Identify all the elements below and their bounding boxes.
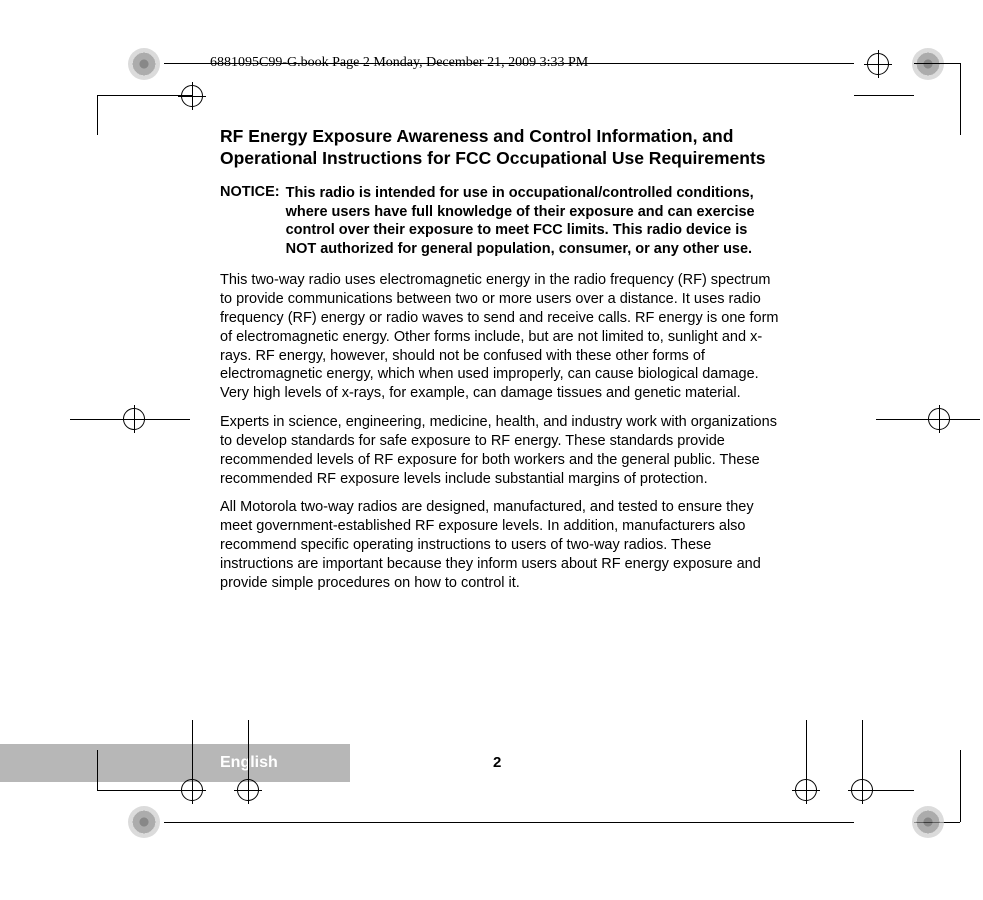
crop-line: [952, 419, 980, 420]
content-area: RF Energy Exposure Awareness and Control…: [220, 126, 781, 603]
registration-mark-icon: [848, 776, 876, 804]
registration-mark-icon: [120, 405, 148, 433]
paragraph: This two-way radio uses electromagnetic …: [220, 271, 781, 403]
header-book-info: 6881095C99-G.book Page 2 Monday, Decembe…: [210, 55, 588, 71]
crop-line: [960, 750, 961, 822]
notice-block: NOTICE: This radio is intended for use i…: [220, 184, 781, 259]
crop-line: [97, 750, 98, 790]
crop-line: [192, 720, 193, 776]
crop-circle-icon: [128, 48, 160, 80]
registration-mark-icon: [178, 776, 206, 804]
notice-body: This radio is intended for use in occupa…: [286, 184, 781, 259]
section-title: RF Energy Exposure Awareness and Control…: [220, 126, 781, 170]
crop-line: [960, 63, 961, 135]
crop-line: [914, 63, 960, 64]
crop-line: [97, 95, 98, 135]
crop-line: [862, 720, 863, 776]
registration-mark-icon: [792, 776, 820, 804]
registration-mark-icon: [178, 82, 206, 110]
crop-circle-icon: [128, 806, 160, 838]
language-tab: English: [0, 744, 350, 782]
paragraph: Experts in science, engineering, medicin…: [220, 413, 781, 488]
registration-mark-icon: [925, 405, 953, 433]
crop-line: [148, 419, 190, 420]
crop-line: [164, 822, 854, 823]
crop-line: [806, 720, 807, 776]
crop-line: [876, 419, 926, 420]
page-number: 2: [493, 754, 501, 771]
notice-label: NOTICE:: [220, 184, 286, 259]
registration-mark-icon: [234, 776, 262, 804]
crop-line: [248, 720, 249, 776]
crop-line: [70, 419, 120, 420]
crop-line: [854, 95, 914, 96]
crop-circle-icon: [912, 806, 944, 838]
crop-circle-icon: [912, 48, 944, 80]
paragraph: All Motorola two-way radios are designed…: [220, 498, 781, 592]
registration-mark-icon: [864, 50, 892, 78]
